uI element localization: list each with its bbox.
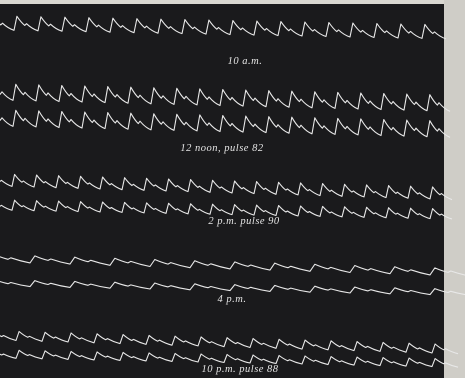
paper-edge xyxy=(444,0,465,378)
trace-label: 12 noon, pulse 82 xyxy=(180,143,263,154)
trace-label: 2 p.m. pulse 90 xyxy=(208,216,280,227)
page: {"labels": ["10 a.m.", "12 noon, pulse 8… xyxy=(0,0,465,378)
pulse-tracing-plate: 10 a.m. 12 noon, pulse 82 2 p.m. pulse 9… xyxy=(0,0,465,378)
trace-label: 10 a.m. xyxy=(228,56,263,67)
trace-label: 10 p.m. pulse 88 xyxy=(201,364,278,375)
dark-plate xyxy=(0,4,444,378)
trace-label: 4 p.m. xyxy=(218,294,247,305)
